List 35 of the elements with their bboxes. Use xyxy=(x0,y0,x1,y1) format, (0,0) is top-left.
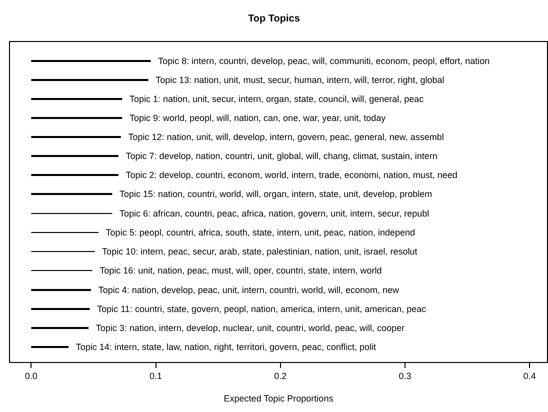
bar xyxy=(31,60,151,62)
bar xyxy=(31,98,122,100)
bar xyxy=(31,174,118,176)
y-tick-label: Topic 14: intern, state, law, nation, right, territori, govern, peac, conflict, polit xyxy=(68,342,377,352)
y-tick-label: Topic 3: nation, intern, develop, nuclear, unit, countri, world, peac, will, cooper xyxy=(88,323,405,333)
y-tick-label: Topic 5: peopl, countri, africa, south, state, intern, unit, peac, nation, independ xyxy=(98,228,416,238)
y-tick-label: Topic 16: unit, nation, peac, must, will, oper, countri, state, intern, world xyxy=(92,266,382,276)
x-tick-label: 0.1 xyxy=(150,370,162,381)
x-tick-label: 0.0 xyxy=(24,370,38,381)
y-tick-label: Topic 10: intern, peac, secur, arab, state, palestinian, nation, unit, israel, resolut xyxy=(94,246,418,256)
y-tick-label: Topic 12: nation, unit, will, develop, intern, govern, peac, general, new, assembl xyxy=(120,132,444,142)
y-tick-label: Topic 8: intern, countri, develop, peac, will, communiti, econom, peopl, effort, nation xyxy=(150,56,490,66)
x-tick-label: 0.2 xyxy=(274,370,287,381)
bar xyxy=(31,193,112,195)
y-tick-label: Topic 6: african, countri, peac, africa, nation, govern, unit, intern, secur, republ xyxy=(112,208,430,218)
bar xyxy=(31,308,90,310)
y-tick-label: Topic 2: develop, countri, econom, world, intern, trade, economi, nation, must, need xyxy=(118,170,458,180)
x-tick-label: 0.4 xyxy=(523,370,536,381)
bar xyxy=(31,155,118,157)
y-tick-label: Topic 9: world, peopl, will, nation, can, one, war, year, unit, today xyxy=(122,113,386,123)
y-tick-label: Topic 11: countri, state, govern, peopl, nation, america, intern, unit, american, peac xyxy=(90,304,427,314)
x-axis-title: Expected Topic Proportions xyxy=(224,394,334,404)
y-tick-label: Topic 13: nation, unit, must, secur, human, intern, will, terror, right, global xyxy=(148,75,444,85)
y-tick-label: Topic 1: nation, unit, secur, intern, organ, state, council, will, general, peac xyxy=(122,94,424,104)
bar xyxy=(31,136,121,138)
x-tick-label: 0.3 xyxy=(398,370,412,381)
bar xyxy=(31,289,91,291)
bar xyxy=(31,327,88,329)
bar xyxy=(31,79,148,81)
y-tick-label: Topic 15: nation, countri, world, will, organ, intern, state, unit, develop, problem xyxy=(112,189,432,199)
y-tick-label: Topic 7: develop, nation, countri, unit, global, will, chang, climat, sustain, intern xyxy=(118,151,438,161)
chart-title: Top Topics xyxy=(248,13,300,24)
bar xyxy=(31,346,69,348)
bar xyxy=(31,117,122,119)
y-tick-label: Topic 4: nation, develop, peac, unit, intern, countri, world, will, econom, new xyxy=(90,285,400,295)
